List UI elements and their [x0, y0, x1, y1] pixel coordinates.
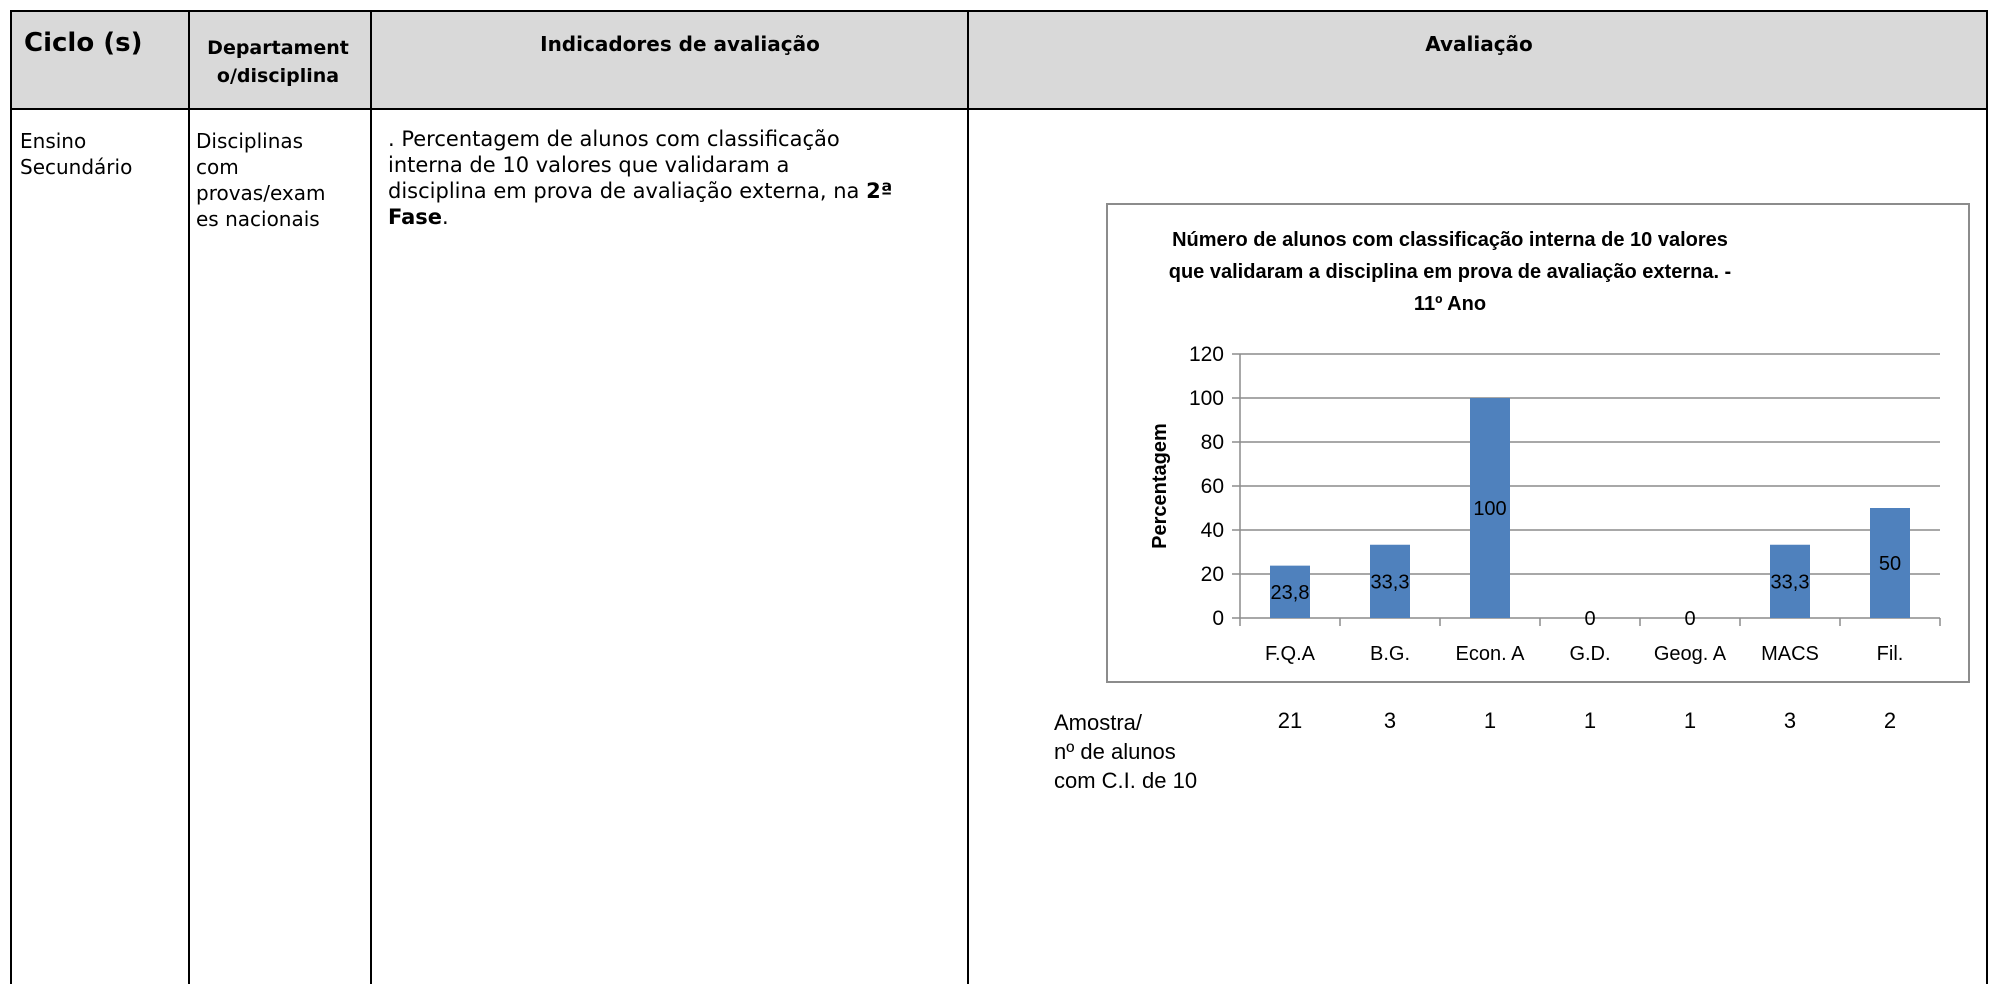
y-tick-label: 80 [1201, 431, 1224, 454]
header-departamento: Departament o/disciplina [188, 34, 368, 90]
amostra-value: 3 [1783, 708, 1797, 733]
header-departamento-line1: Departament [207, 37, 349, 59]
departamento-cell: Disciplinas com provas/exam es nacionais [196, 128, 366, 232]
x-tick-label: F.Q.A [1265, 643, 1316, 665]
y-tick-label: 40 [1201, 519, 1224, 542]
bar [1370, 544, 1410, 618]
divider [10, 10, 1988, 12]
ind-line3-text: disciplina em prova de avaliação externa… [388, 179, 867, 203]
ciclo-line1: Ensino [20, 129, 87, 153]
amostra-value: 3 [1383, 708, 1397, 733]
amostra-value: 1 [1583, 708, 1597, 733]
y-tick-label: 120 [1189, 343, 1224, 366]
ciclo-line2: Secundário [20, 155, 133, 179]
bar [1470, 398, 1510, 618]
dep-line: Disciplinas [196, 129, 304, 153]
bar [1870, 508, 1910, 618]
chart-title: Número de alunos com classificação inter… [1160, 224, 1740, 320]
ind-line: interna de 10 valores que validaram a [388, 153, 790, 177]
chart-frame [1106, 203, 1970, 683]
amostra-value: 1 [1483, 708, 1497, 733]
bar [1770, 544, 1810, 618]
divider [188, 10, 190, 984]
y-tick-label: 60 [1201, 475, 1224, 498]
amostra-value: 1 [1683, 708, 1697, 733]
ind-line: Fase. [388, 204, 978, 230]
data-label: 23,8 [1271, 582, 1310, 604]
y-tick-label: 20 [1201, 563, 1224, 586]
ind-line3-bold: 2ª [866, 179, 893, 203]
header-ciclo: Ciclo (s) [24, 28, 143, 58]
dep-line: es nacionais [196, 207, 320, 231]
table-header [10, 10, 1988, 109]
ciclo-cell: Ensino Secundário [20, 128, 132, 180]
x-tick-label: B.G. [1370, 643, 1410, 665]
header-departamento-line2: o/disciplina [216, 65, 340, 87]
data-label: 33,3 [1371, 571, 1410, 593]
x-tick-label: Fil. [1877, 643, 1904, 665]
header-indicadores: Indicadores de avaliação [540, 32, 820, 56]
chart-title-line: que validaram a disciplina em prova de a… [1168, 261, 1732, 283]
data-label: 0 [1584, 608, 1595, 630]
x-tick-label: Econ. A [1456, 643, 1526, 665]
amostra-label-line: com C.I. de 10 [1054, 768, 1198, 793]
data-label: 33,3 [1771, 571, 1810, 593]
amostra-label-line: Amostra/ [1054, 710, 1143, 735]
bar [1270, 565, 1310, 618]
data-label: 100 [1473, 498, 1506, 520]
y-tick-label: 100 [1189, 387, 1224, 410]
divider [10, 108, 1988, 110]
ind-line: disciplina em prova de avaliação externa… [388, 178, 978, 204]
amostra-value: 21 [1277, 708, 1303, 733]
x-tick-label: G.D. [1569, 643, 1610, 665]
chart-title-line: Número de alunos com classificação inter… [1172, 229, 1728, 251]
ind-line4-bold: Fase [388, 205, 443, 229]
x-tick-label: MACS [1761, 643, 1819, 665]
amostra-value: 2 [1883, 708, 1897, 733]
divider [10, 10, 12, 984]
header-avaliacao: Avaliação [1425, 32, 1533, 56]
dep-line: com [196, 155, 239, 179]
divider [1986, 10, 1988, 984]
ind-line: . Percentagem de alunos com classificaçã… [388, 127, 840, 151]
amostra-label: Amostra/ nº de alunos com C.I. de 10 [1054, 708, 1197, 795]
data-label: 0 [1684, 608, 1695, 630]
evaluation-table: Ciclo (s) Departament o/disciplina Indic… [10, 10, 1988, 984]
y-tick-label: 0 [1212, 607, 1224, 630]
ind-line4-text: . [442, 205, 449, 229]
indicador-cell: . Percentagem de alunos com classificaçã… [388, 126, 978, 230]
divider [967, 10, 969, 984]
x-tick-label: Geog. A [1654, 643, 1727, 665]
data-label: 50 [1879, 553, 1901, 575]
divider [370, 10, 372, 984]
y-axis-label: Percentagem [1149, 423, 1171, 549]
dep-line: provas/exam [196, 181, 326, 205]
chart-title-line: 11º Ano [1413, 293, 1487, 315]
amostra-label-line: nº de alunos [1054, 739, 1176, 764]
